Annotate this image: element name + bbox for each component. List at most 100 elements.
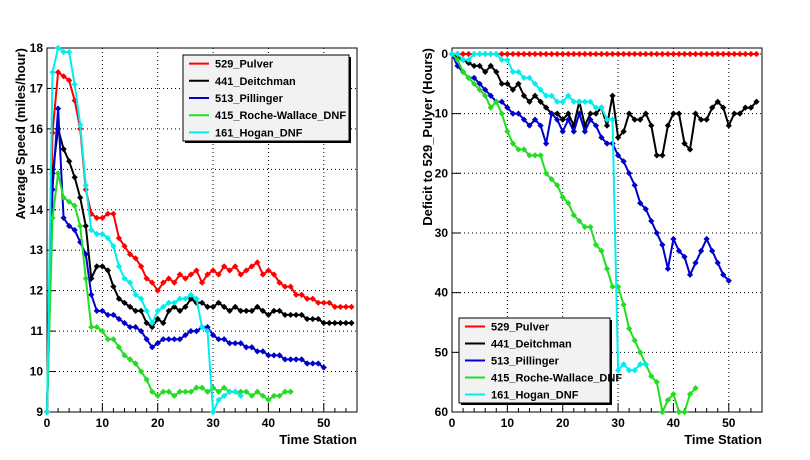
deficit-ytick-label: 0	[441, 47, 448, 61]
deficit-ytick-label: 10	[435, 107, 449, 121]
deficit-ytick-label: 60	[435, 405, 449, 419]
deficit-point-441-deitchman	[542, 104, 550, 111]
speed-point-441-deitchman	[82, 222, 89, 230]
speed-point-415-roche-wallace-dnf	[265, 396, 272, 403]
speed-point-415-roche-wallace-dnf	[276, 392, 283, 399]
speed-xtick-label: 50	[317, 416, 331, 430]
speed-point-161-hogan-dnf	[165, 299, 172, 306]
speed-point-441-deitchman	[320, 319, 327, 327]
speed-point-441-deitchman	[204, 303, 211, 310]
speed-point-441-deitchman	[337, 319, 344, 327]
deficit-point-529-pulver	[620, 50, 627, 58]
speed-point-513-pillinger	[254, 348, 261, 355]
speed-point-161-hogan-dnf	[88, 226, 95, 234]
speed-point-529-pulver	[287, 283, 294, 290]
speed-point-441-deitchman	[254, 303, 261, 310]
speed-point-161-hogan-dnf	[104, 234, 112, 242]
speed-point-415-roche-wallace-dnf	[270, 392, 278, 399]
deficit-legend-label: 441_Deitchman	[491, 339, 572, 351]
speed-point-529-pulver	[326, 299, 333, 306]
speed-legend-label: 441_Deitchman	[215, 76, 296, 88]
deficit-xtick-label: 20	[556, 416, 570, 430]
speed-point-513-pillinger	[243, 344, 250, 351]
deficit-legend-label: 161_Hogan_DNF	[491, 390, 579, 402]
speed-point-161-hogan-dnf	[99, 230, 106, 238]
speed-point-529-pulver	[126, 251, 134, 258]
speed-point-529-pulver	[60, 73, 67, 80]
speed-xtick-label: 0	[44, 416, 51, 430]
speed-xtick-label: 10	[96, 416, 110, 430]
speed-ticks: 0 10 20 30 40 50 9 10 11 12 13 14 15 16 17 18	[30, 41, 358, 430]
speed-ytick-label: 12	[30, 284, 44, 298]
speed-point-441-deitchman	[66, 158, 73, 165]
speed-point-415-roche-wallace-dnf	[165, 388, 172, 395]
speed-series-line-161-hogan-dnf	[46, 46, 242, 413]
speed-point-415-roche-wallace-dnf	[54, 170, 62, 177]
speed-legend: 529_Pulver 441_Deitchman 513_Pillinger 415_…	[182, 54, 351, 143]
speed-point-441-deitchman	[287, 311, 294, 319]
speed-point-529-pulver	[331, 303, 338, 310]
speed-point-529-pulver	[99, 214, 106, 221]
speed-point-513-pillinger	[287, 356, 294, 363]
speed-point-441-deitchman	[281, 311, 289, 319]
speed-point-529-pulver	[270, 271, 278, 278]
deficit-point-415-roche-wallace-dnf	[648, 373, 655, 380]
speed-point-415-roche-wallace-dnf	[281, 388, 289, 395]
deficit-chart: 0 10 20 30 40 50 0 10 20 30 40 50 60 Time Station De…	[420, 47, 763, 447]
speed-point-415-roche-wallace-dnf	[60, 194, 67, 201]
speed-point-513-pillinger	[259, 348, 267, 355]
deficit-point-513-pillinger	[686, 271, 694, 278]
speed-point-529-pulver	[254, 259, 261, 266]
speed-legend-label: 161_Hogan_DNF	[215, 127, 303, 139]
speed-point-529-pulver	[348, 303, 355, 310]
speed-point-513-pillinger	[276, 352, 283, 359]
speed-point-161-hogan-dnf	[54, 44, 62, 52]
speed-ytick-label: 14	[30, 203, 44, 217]
speed-point-415-roche-wallace-dnf	[204, 388, 211, 395]
speed-point-415-roche-wallace-dnf	[77, 222, 84, 230]
deficit-point-529-pulver	[659, 50, 666, 58]
deficit-legend: 529_Pulver 441_Deitchman 513_Pillinger 415_…	[458, 317, 622, 405]
speed-ylabel: Average Speed (miles/hour)	[13, 48, 28, 219]
speed-xlabel: Time Station	[279, 432, 357, 447]
speed-point-529-pulver	[110, 210, 117, 217]
speed-legend-label: 513_Pillinger	[215, 93, 284, 105]
deficit-point-529-pulver	[542, 50, 550, 58]
deficit-point-161-hogan-dnf	[509, 68, 517, 75]
speed-point-441-deitchman	[298, 311, 305, 319]
deficit-ytick-label: 50	[435, 345, 449, 359]
deficit-point-415-roche-wallace-dnf	[631, 337, 638, 344]
speed-xtick-label: 30	[206, 416, 220, 430]
speed-point-441-deitchman	[326, 319, 333, 327]
speed-ytick-label: 16	[30, 122, 44, 136]
deficit-xtick-label: 0	[449, 416, 456, 430]
speed-point-513-pillinger	[270, 352, 278, 359]
deficit-xtick-label: 50	[722, 416, 736, 430]
speed-ytick-label: 13	[30, 243, 44, 257]
deficit-point-529-pulver	[697, 50, 705, 58]
speed-point-529-pulver	[115, 234, 123, 242]
speed-point-529-pulver	[165, 275, 172, 282]
speed-point-441-deitchman	[292, 311, 300, 319]
speed-xtick-label: 20	[151, 416, 165, 430]
deficit-point-529-pulver	[509, 50, 517, 58]
speed-point-441-deitchman	[265, 311, 272, 319]
deficit-point-441-deitchman	[509, 86, 517, 93]
speed-point-529-pulver	[320, 299, 327, 306]
speed-point-441-deitchman	[77, 194, 84, 201]
speed-point-513-pillinger	[66, 222, 73, 230]
speed-xtick-label: 40	[262, 416, 276, 430]
speed-point-161-hogan-dnf	[204, 327, 211, 335]
speed-ytick-label: 9	[36, 405, 43, 419]
speed-point-441-deitchman	[348, 319, 355, 327]
speed-point-441-deitchman	[165, 307, 172, 315]
speed-point-441-deitchman	[270, 307, 278, 315]
speed-point-161-hogan-dnf	[110, 243, 117, 250]
deficit-point-415-roche-wallace-dnf	[620, 301, 627, 308]
speed-point-529-pulver	[292, 291, 300, 298]
speed-point-529-pulver	[204, 271, 211, 278]
speed-point-529-pulver	[276, 279, 283, 286]
speed-point-441-deitchman	[243, 307, 250, 315]
deficit-point-513-pillinger	[681, 253, 688, 260]
deficit-legend-label: 513_Pillinger	[491, 356, 560, 368]
